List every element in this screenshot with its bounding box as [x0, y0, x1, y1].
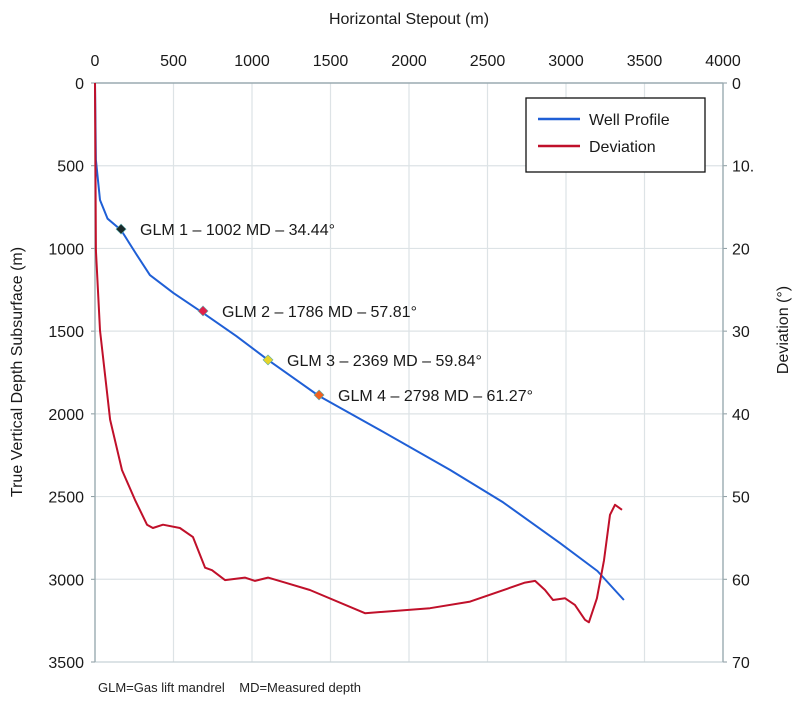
- legend-box: [525, 97, 706, 173]
- y2-tick-label: 30: [732, 324, 750, 341]
- y2-tick-label: 60: [732, 572, 750, 589]
- x-tick-label: 500: [160, 53, 187, 70]
- y2-tick-label: 40: [732, 407, 750, 424]
- x-tick-label: 4000: [705, 53, 741, 70]
- glm-annotation-4: GLM 4 – 2798 MD – 61.27°: [338, 388, 533, 405]
- y-axis-ticks: 0 500 1000 1500 2000 2500 3000 3500: [48, 76, 84, 672]
- x-axis-title: Horizontal Stepout (m): [329, 11, 489, 28]
- y2-axis-ticks: 0 10. 20 30 40 50 60 70: [732, 76, 754, 672]
- grid-lines: [95, 83, 723, 662]
- y-tick-label: 1500: [48, 324, 84, 341]
- series-line-well-profile: [94, 82, 625, 601]
- glm-annotation-3: GLM 3 – 2369 MD – 59.84°: [287, 353, 482, 370]
- series-line-deviation: [94, 82, 623, 624]
- y2-tick-label: 10.: [732, 159, 754, 176]
- x-tick-label: 3000: [548, 53, 584, 70]
- y2-tick-label: 0: [732, 76, 741, 93]
- glm-marker-3: [262, 354, 274, 366]
- glm-marker-2: [197, 305, 209, 317]
- x-tick-label: 0: [91, 53, 100, 70]
- x-tick-label: 2500: [470, 53, 506, 70]
- y2-tick-label: 50: [732, 490, 750, 507]
- y-tick-label: 3000: [48, 572, 84, 589]
- glm-annotation-1: GLM 1 – 1002 MD – 34.44°: [140, 222, 335, 239]
- x-tick-label: 3500: [627, 53, 663, 70]
- series-lines: [94, 82, 625, 624]
- x-tick-label: 1500: [313, 53, 349, 70]
- y-tick-label: 2000: [48, 407, 84, 424]
- glm-marker-4: [313, 389, 325, 401]
- legend: Well Profile Deviation: [525, 97, 706, 173]
- y2-axis-title: Deviation (°): [775, 286, 792, 374]
- y-axis-title: True Vertical Depth Subsurface (m): [9, 247, 26, 497]
- glm-annotation-2: GLM 2 – 1786 MD – 57.81°: [222, 304, 417, 321]
- x-axis-ticks: 0 500 1000 1500 2000 2500 3000 3500 4000: [91, 53, 741, 70]
- y-tick-label: 1000: [48, 241, 84, 258]
- y2-tick-label: 70: [732, 655, 750, 672]
- legend-label-well-profile: Well Profile: [589, 112, 670, 129]
- footnote: GLM=Gas lift mandrel MD=Measured depth: [98, 680, 362, 695]
- glm-markers: GLM 1 – 1002 MD – 34.44° GLM 2 – 1786 MD …: [115, 222, 533, 405]
- x-tick-label: 1000: [234, 53, 270, 70]
- legend-label-deviation: Deviation: [589, 139, 656, 156]
- y-tick-label: 0: [75, 76, 84, 93]
- glm-marker-1: [115, 223, 127, 235]
- y2-tick-label: 20: [732, 241, 750, 258]
- y-tick-label: 3500: [48, 655, 84, 672]
- x-tick-label: 2000: [391, 53, 427, 70]
- y-tick-label: 2500: [48, 490, 84, 507]
- y-tick-label: 500: [57, 159, 84, 176]
